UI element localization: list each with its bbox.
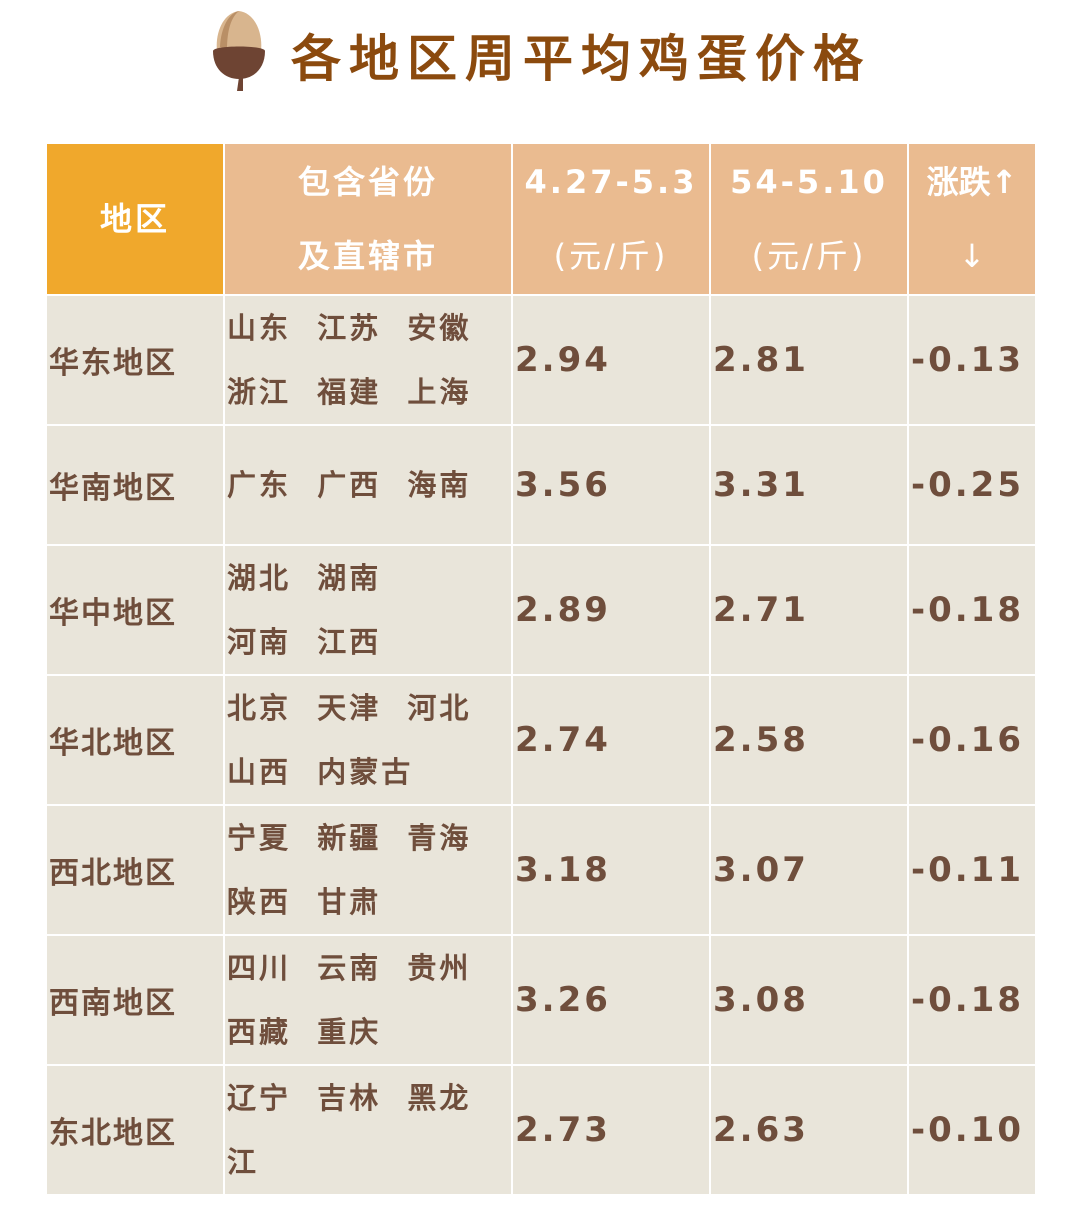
price-change: -0.16 — [907, 674, 1037, 806]
header-prev-week: 4.27-5.3 (元/斤) — [511, 142, 711, 296]
region-cell: 华中地区 — [45, 544, 225, 676]
region-cell: 华南地区 — [45, 424, 225, 546]
table-row: 东北地区 辽宁 吉林 黑龙江 2.73 2.63 -0.10 — [45, 1064, 1037, 1196]
price-change: -0.11 — [907, 804, 1037, 936]
table-row: 华北地区 北京 天津 河北 山西 内蒙古 2.74 2.58 -0.16 — [45, 674, 1037, 806]
prev-week-price: 3.26 — [511, 934, 711, 1066]
provinces-cell: 辽宁 吉林 黑龙江 — [223, 1064, 513, 1196]
price-change: -0.18 — [907, 544, 1037, 676]
provinces-line: 广东 广西 海南 — [227, 468, 472, 502]
provinces-cell: 湖北 湖南河南 江西 — [223, 544, 513, 676]
curr-week-price: 2.58 — [709, 674, 909, 806]
curr-week-price: 3.31 — [709, 424, 909, 546]
header-label: (元/斤) — [553, 237, 669, 275]
region-cell: 华北地区 — [45, 674, 225, 806]
provinces-cell: 四川 云南 贵州 西藏 重庆 — [223, 934, 513, 1066]
prev-week-price: 2.74 — [511, 674, 711, 806]
region-cell: 西北地区 — [45, 804, 225, 936]
header-row: 地区 包含省份及直辖市 4.27-5.3 (元/斤) 54-5.10 (元/斤) 涨… — [45, 142, 1037, 296]
header-region: 地区 — [45, 142, 225, 296]
curr-week-price: 3.08 — [709, 934, 909, 1066]
prev-week-price: 3.18 — [511, 804, 711, 936]
header-label: ↓ — [958, 237, 986, 275]
provinces-line: 山东 江苏 安徽 — [227, 311, 472, 345]
provinces-line: 浙江 福建 上海 — [227, 375, 472, 409]
acorn-icon — [213, 11, 265, 91]
egg-price-table: 地区 包含省份及直辖市 4.27-5.3 (元/斤) 54-5.10 (元/斤) 涨… — [45, 142, 1037, 1196]
table-row: 西北地区 宁夏 新疆 青海 陕西 甘肃 3.18 3.07 -0.11 — [45, 804, 1037, 936]
prev-week-price: 3.56 — [511, 424, 711, 546]
header-label: (元/斤) — [751, 237, 867, 275]
provinces-cell: 广东 广西 海南 — [223, 424, 513, 546]
header-label: 4.27-5.3 — [524, 163, 698, 201]
provinces-line: 陕西 甘肃 — [227, 885, 382, 919]
provinces-line: 江 — [227, 1145, 260, 1179]
prev-week-price: 2.94 — [511, 294, 711, 426]
prev-week-price: 2.89 — [511, 544, 711, 676]
price-change: -0.10 — [907, 1064, 1037, 1196]
prev-week-price: 2.73 — [511, 1064, 711, 1196]
provinces-line: 湖北 湖南 — [227, 561, 382, 595]
provinces-line: 辽宁 吉林 黑龙 — [227, 1081, 472, 1115]
header-curr-week: 54-5.10 (元/斤) — [709, 142, 909, 296]
provinces-line: 北京 天津 河北 — [227, 691, 472, 725]
header-provinces: 包含省份 及直辖市 — [223, 142, 513, 296]
header-label: 地区 — [99, 200, 170, 238]
title-bar: 各地区周平均鸡蛋价格 — [0, 0, 1080, 110]
header-label: 涨跌↑ — [926, 163, 1018, 201]
table-row: 华东地区 山东 江苏 安徽 浙江 福建 上海 2.94 2.81 -0.13 — [45, 294, 1037, 426]
region-cell: 东北地区 — [45, 1064, 225, 1196]
curr-week-price: 2.71 — [709, 544, 909, 676]
page-title: 各地区周平均鸡蛋价格 — [291, 30, 871, 88]
curr-week-price: 2.81 — [709, 294, 909, 426]
header-label: 包含省份 — [297, 163, 438, 201]
provinces-line: 宁夏 新疆 青海 — [227, 821, 472, 855]
curr-week-price: 2.63 — [709, 1064, 909, 1196]
provinces-line: 河南 江西 — [227, 625, 382, 659]
provinces-line: 四川 云南 贵州 — [227, 951, 472, 985]
curr-week-price: 3.07 — [709, 804, 909, 936]
header-change: 涨跌↑ ↓ — [907, 142, 1037, 296]
header-label: 及直辖市 — [297, 237, 438, 275]
header-label: 54-5.10 — [730, 163, 888, 201]
price-change: -0.18 — [907, 934, 1037, 1066]
provinces-cell: 宁夏 新疆 青海 陕西 甘肃 — [223, 804, 513, 936]
table-row: 华南地区 广东 广西 海南 3.56 3.31 -0.25 — [45, 424, 1037, 546]
provinces-cell: 北京 天津 河北 山西 内蒙古 — [223, 674, 513, 806]
provinces-line: 山西 内蒙古 — [227, 755, 414, 789]
table-row: 华中地区 湖北 湖南 河南 江西 2.89 2.71 -0.18 — [45, 544, 1037, 676]
region-cell: 华东地区 — [45, 294, 225, 426]
region-cell: 西南地区 — [45, 934, 225, 1066]
price-change: -0.25 — [907, 424, 1037, 546]
provinces-line: 西藏 重庆 — [227, 1015, 382, 1049]
price-change: -0.13 — [907, 294, 1037, 426]
table-row: 西南地区 四川 云南 贵州 西藏 重庆 3.26 3.08 -0.18 — [45, 934, 1037, 1066]
provinces-cell: 山东 江苏 安徽 浙江 福建 上海 — [223, 294, 513, 426]
